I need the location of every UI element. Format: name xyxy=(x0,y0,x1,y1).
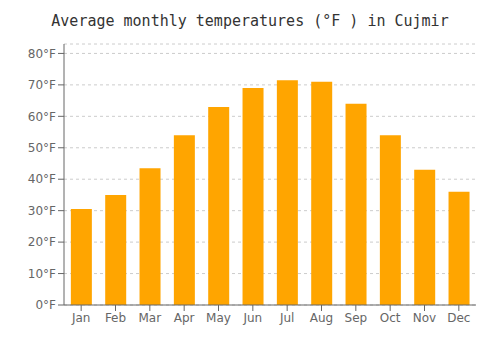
svg-text:60°F: 60°F xyxy=(28,110,56,124)
svg-text:0°F: 0°F xyxy=(35,298,56,312)
svg-text:Oct: Oct xyxy=(380,311,401,325)
svg-text:20°F: 20°F xyxy=(28,235,56,249)
svg-text:10°F: 10°F xyxy=(28,267,56,281)
svg-text:Feb: Feb xyxy=(105,311,126,325)
svg-text:Jul: Jul xyxy=(279,311,294,325)
svg-text:Nov: Nov xyxy=(413,311,436,325)
svg-text:Jan: Jan xyxy=(71,311,91,325)
svg-text:May: May xyxy=(206,311,231,325)
svg-text:Jun: Jun xyxy=(242,311,262,325)
svg-text:Aug: Aug xyxy=(310,311,333,325)
svg-text:Dec: Dec xyxy=(447,311,470,325)
svg-text:Apr: Apr xyxy=(174,311,195,325)
svg-text:50°F: 50°F xyxy=(28,141,56,155)
html-text:Average monthly temperatures (: Average monthly temperatures (°F ) in Cu… xyxy=(51,12,449,30)
svg-text:80°F: 80°F xyxy=(28,47,56,61)
svg-text:30°F: 30°F xyxy=(28,204,56,218)
svg-text:70°F: 70°F xyxy=(28,78,56,92)
svg-text:40°F: 40°F xyxy=(28,172,56,186)
svg-text:Sep: Sep xyxy=(345,311,368,325)
svg-text:Mar: Mar xyxy=(139,311,162,325)
